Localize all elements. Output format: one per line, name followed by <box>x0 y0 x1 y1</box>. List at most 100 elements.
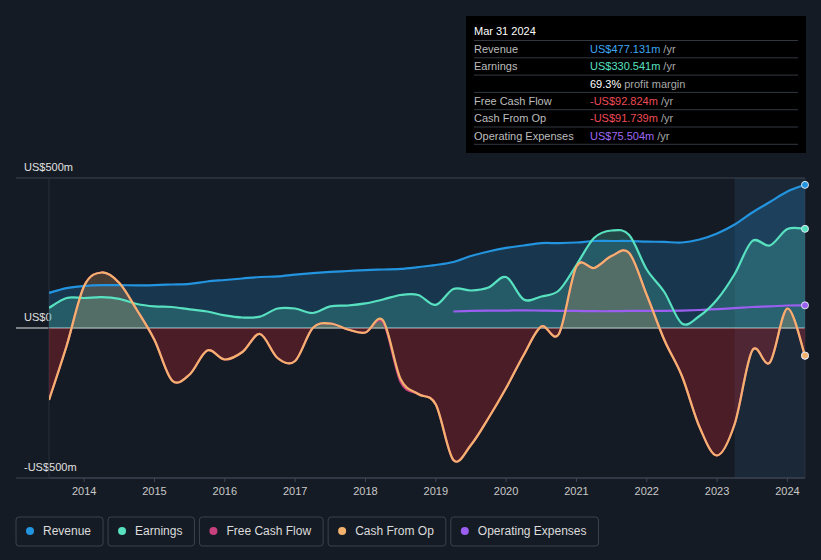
tooltip-unit: /yr <box>657 130 670 142</box>
x-tick-label: 2017 <box>283 485 307 497</box>
legend-swatch <box>209 527 217 535</box>
x-tick-label: 2023 <box>705 485 729 497</box>
legend-label: Earnings <box>135 524 182 538</box>
x-tick <box>154 478 155 482</box>
tooltip-label: Earnings <box>474 60 518 72</box>
legend-item[interactable]: Operating Expenses <box>451 517 599 546</box>
end-point <box>802 352 809 359</box>
series-line <box>49 250 805 461</box>
series-line <box>453 305 805 311</box>
area-positive <box>49 185 805 328</box>
legend-swatch <box>118 527 126 535</box>
tooltip-separator <box>474 127 798 128</box>
x-tick <box>84 478 85 482</box>
y-tick-label: US$0 <box>24 311 52 323</box>
tooltip-title: Mar 31 2024 <box>474 25 536 37</box>
tooltip-label: Cash From Op <box>474 112 546 124</box>
x-tick <box>717 478 718 482</box>
series-line <box>49 228 805 325</box>
legend-button[interactable] <box>16 517 103 546</box>
x-tick <box>646 478 647 482</box>
series-line <box>49 185 805 293</box>
legend-item[interactable]: Revenue <box>16 517 103 546</box>
area-positive <box>49 250 805 328</box>
tooltip-value: 69.3%profit margin <box>590 78 685 90</box>
plot-area <box>49 185 805 462</box>
legend-swatch <box>461 527 469 535</box>
legend-button[interactable] <box>108 517 194 546</box>
tooltip-label: Free Cash Flow <box>474 95 552 107</box>
tooltip-value: US$477.131m/yr <box>590 43 676 55</box>
grid-line <box>16 478 805 479</box>
tooltip-value-text: -US$91.739m <box>590 112 658 124</box>
tooltip-unit: profit margin <box>624 78 685 90</box>
legend-label: Revenue <box>43 524 91 538</box>
tooltip-unit: /yr <box>661 95 674 107</box>
tooltip-value-text: 69.3% <box>590 78 621 90</box>
tooltip-unit: /yr <box>663 43 676 55</box>
end-point <box>802 181 809 188</box>
tooltip-value: -US$91.739m/yr <box>590 112 673 124</box>
x-tick <box>787 478 788 482</box>
x-tick-label: 2024 <box>775 485 799 497</box>
x-tick <box>295 478 296 482</box>
series-line <box>49 250 805 461</box>
tooltip-separator <box>474 92 798 93</box>
tooltip-value-text: -US$92.824m <box>590 95 658 107</box>
area-negative <box>49 328 805 462</box>
tooltip-value: -US$92.824m/yr <box>590 95 673 107</box>
x-tick <box>506 478 507 482</box>
legend-button[interactable] <box>199 517 323 546</box>
background <box>0 0 821 560</box>
area-fill <box>49 185 805 328</box>
x-tick-label: 2021 <box>564 485 588 497</box>
tooltip-separator <box>474 144 798 145</box>
tooltip-value-text: US$477.131m <box>590 43 660 55</box>
legend-label: Cash From Op <box>355 524 434 538</box>
end-point <box>802 352 809 359</box>
tooltip-box <box>466 16 806 153</box>
area-positive <box>49 228 805 328</box>
x-tick <box>576 478 577 482</box>
grid-line <box>16 178 805 179</box>
legend-swatch <box>26 527 34 535</box>
x-tick <box>435 478 436 482</box>
legend-label: Free Cash Flow <box>226 524 311 538</box>
chart: US$500mUS$0-US$500m201420152016201720182… <box>0 0 821 560</box>
y-tick-label: US$500m <box>24 161 73 173</box>
tooltip-unit: /yr <box>661 112 674 124</box>
legend-label: Operating Expenses <box>478 524 587 538</box>
x-tick <box>224 478 225 482</box>
x-tick-label: 2020 <box>494 485 518 497</box>
x-tick-label: 2022 <box>635 485 659 497</box>
tooltip-unit: /yr <box>663 60 676 72</box>
tooltip-label: Revenue <box>474 43 518 55</box>
legend-item[interactable]: Earnings <box>108 517 194 546</box>
area-fill <box>49 228 805 328</box>
legend-item[interactable]: Free Cash Flow <box>199 517 323 546</box>
tooltip-value-text: US$75.504m <box>590 130 654 142</box>
legend-button[interactable] <box>451 517 599 546</box>
x-tick-label: 2015 <box>142 485 166 497</box>
tooltip-separator <box>474 57 798 58</box>
x-axis <box>49 478 805 479</box>
tooltip-value-text: US$330.541m <box>590 60 660 72</box>
tooltip-separator <box>474 109 798 110</box>
legend-item[interactable]: Cash From Op <box>328 517 446 546</box>
area-fill <box>49 250 805 328</box>
tooltip-value: US$330.541m/yr <box>590 60 676 72</box>
tooltip-value: US$75.504m/yr <box>590 130 670 142</box>
end-point <box>802 225 809 232</box>
tooltip-separator <box>474 75 798 76</box>
x-tick-label: 2018 <box>353 485 377 497</box>
end-point <box>802 302 809 309</box>
x-tick-label: 2019 <box>424 485 448 497</box>
tooltip-label: Operating Expenses <box>474 130 574 142</box>
y-tick-label: -US$500m <box>24 461 77 473</box>
x-tick-label: 2014 <box>72 485 96 497</box>
x-tick <box>365 478 366 482</box>
legend-swatch <box>338 527 346 535</box>
tooltip-separator <box>474 40 798 41</box>
legend-button[interactable] <box>328 517 446 546</box>
area-fill <box>49 328 805 462</box>
